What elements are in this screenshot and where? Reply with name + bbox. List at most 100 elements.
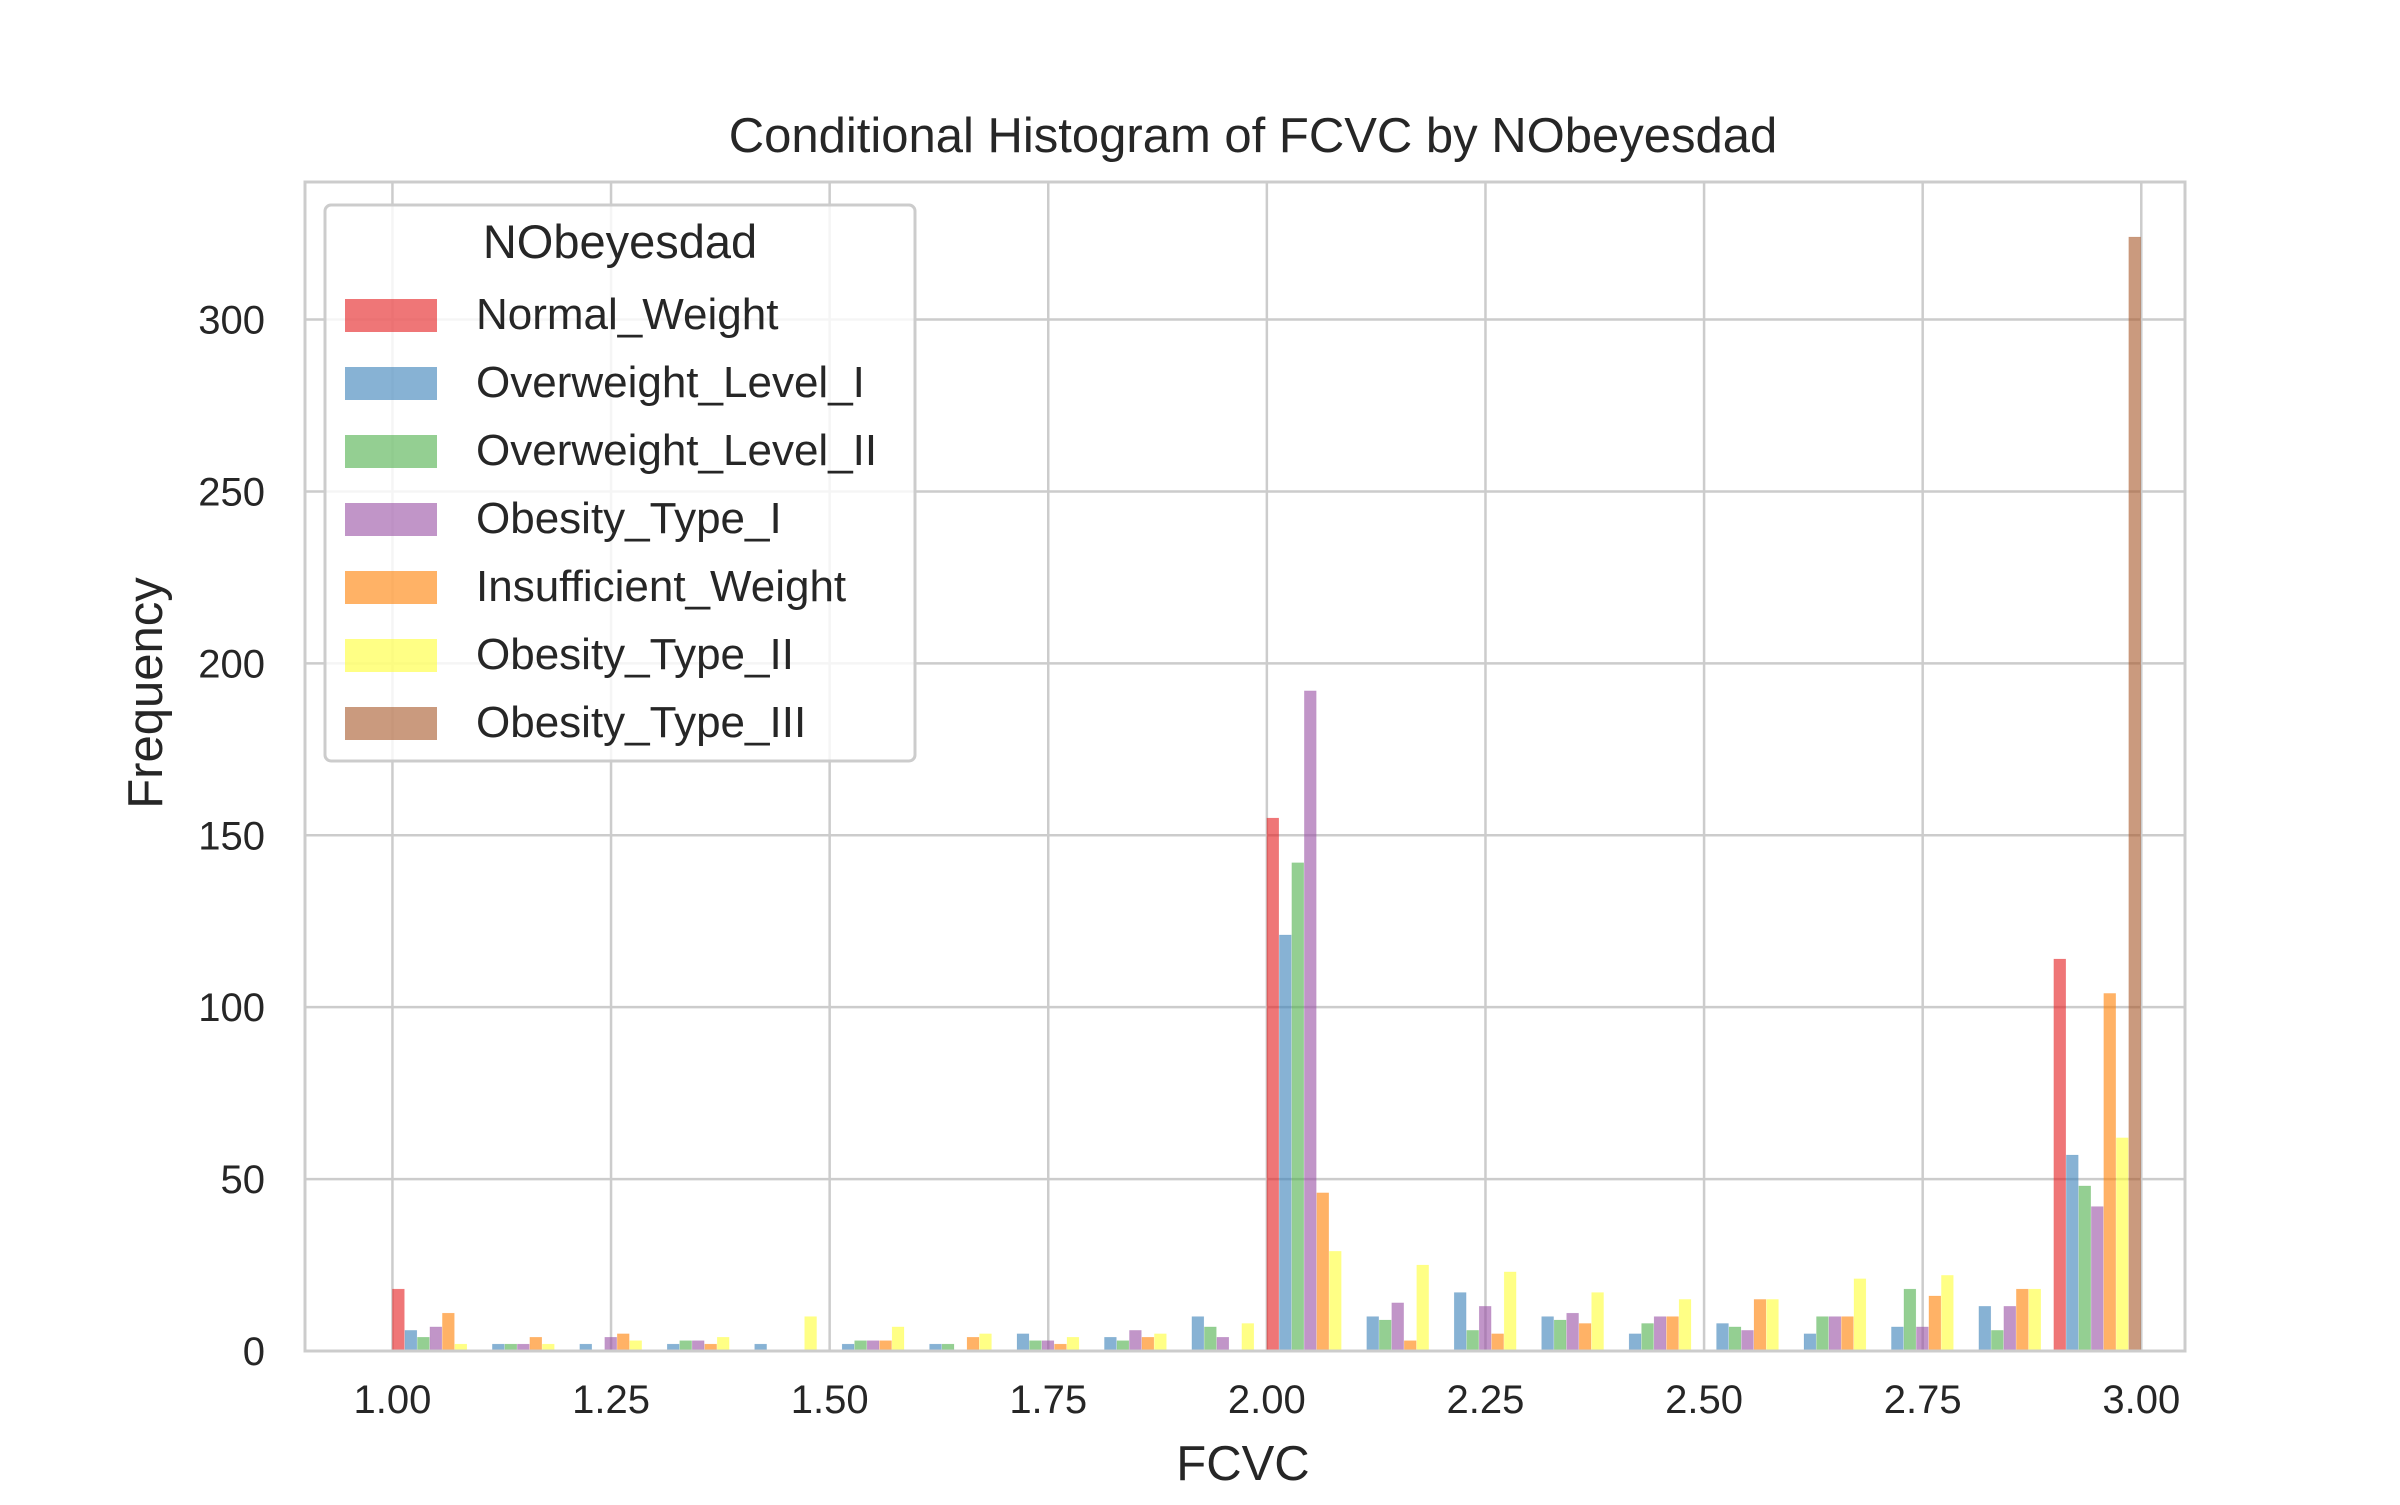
legend-box bbox=[323, 203, 917, 763]
bar-obesity-type-i bbox=[2003, 1306, 2017, 1352]
grid-lines bbox=[305, 182, 2185, 1353]
bar-obesity-type-ii bbox=[1066, 1336, 1080, 1352]
bar-obesity-type-i bbox=[1653, 1316, 1667, 1352]
legend-label: Normal_Weight bbox=[476, 290, 778, 339]
bar-overweight-level-ii bbox=[1029, 1340, 1042, 1352]
bar-normal-weight bbox=[1266, 817, 1280, 1352]
legend-label: Overweight_Level_II bbox=[476, 426, 877, 475]
x-tick-label: 2.50 bbox=[1665, 1378, 1743, 1422]
bar-overweight-level-ii bbox=[417, 1336, 430, 1352]
bar-obesity-type-ii bbox=[1329, 1251, 1342, 1352]
bar-insufficient-weight bbox=[617, 1333, 630, 1352]
y-tick-label: 150 bbox=[198, 814, 265, 858]
bar-overweight-level-i bbox=[404, 1330, 418, 1352]
x-tick-label: 1.50 bbox=[791, 1378, 869, 1422]
bar-overweight-level-i bbox=[1016, 1333, 1030, 1352]
legend-label: Obesity_Type_III bbox=[476, 698, 806, 747]
bar-overweight-level-i bbox=[1628, 1333, 1642, 1352]
bar-overweight-level-ii bbox=[1816, 1316, 1829, 1352]
bar-obesity-type-i bbox=[1391, 1302, 1404, 1352]
bar-obesity-type-ii bbox=[1154, 1333, 1167, 1352]
bar-insufficient-weight bbox=[1578, 1323, 1592, 1352]
bar-overweight-level-ii bbox=[1204, 1326, 1217, 1352]
x-tick-label: 3.00 bbox=[2102, 1378, 2180, 1422]
plot-frame bbox=[303, 180, 2187, 1353]
bar-obesity-type-i bbox=[691, 1340, 705, 1352]
bar-insufficient-weight bbox=[1141, 1336, 1155, 1352]
bar-overweight-level-i bbox=[1104, 1336, 1117, 1352]
legend: NObeyesdad Normal_Weight Overweight_Level… bbox=[323, 203, 917, 763]
bar-overweight-level-i bbox=[1978, 1306, 1992, 1352]
bar-normal-weight bbox=[392, 1288, 405, 1352]
bar-insufficient-weight bbox=[2016, 1288, 2029, 1352]
legend-swatch bbox=[345, 639, 437, 672]
legend-swatch bbox=[345, 435, 437, 468]
x-tick-label: 1.75 bbox=[1009, 1378, 1087, 1422]
bar-overweight-level-i bbox=[1541, 1316, 1554, 1352]
bar-obesity-type-ii bbox=[1416, 1264, 1429, 1352]
x-axis-label: FCVC bbox=[1176, 1437, 1309, 1491]
bar-obesity-type-i bbox=[1566, 1312, 1579, 1352]
legend-label: Insufficient_Weight bbox=[476, 562, 846, 611]
bar-overweight-level-i bbox=[1366, 1316, 1379, 1352]
legend-label: Obesity_Type_II bbox=[476, 630, 794, 679]
bars bbox=[392, 236, 2141, 1352]
bar-overweight-level-i bbox=[1891, 1326, 1904, 1352]
legend-label: Overweight_Level_I bbox=[476, 358, 865, 407]
bar-insufficient-weight bbox=[1316, 1192, 1329, 1352]
y-axis-label: Frequency bbox=[119, 577, 173, 809]
bar-overweight-level-ii bbox=[1291, 862, 1304, 1352]
bar-obesity-type-ii bbox=[1766, 1299, 1779, 1352]
y-tick-label: 200 bbox=[198, 642, 265, 686]
bar-insufficient-weight bbox=[1841, 1316, 1854, 1352]
bar-obesity-type-ii bbox=[891, 1326, 905, 1352]
x-tick-labels: 1.00 1.25 1.50 1.75 2.00 2.25 2.50 2.75 3.00 bbox=[354, 1378, 2181, 1422]
bar-overweight-level-i bbox=[1716, 1323, 1729, 1352]
chart-title: Conditional Histogram of FCVC by NObeyes… bbox=[729, 109, 1778, 163]
x-tick-label: 1.00 bbox=[354, 1378, 432, 1422]
bar-overweight-level-i bbox=[1279, 934, 1292, 1352]
bar-obesity-type-i bbox=[866, 1340, 880, 1352]
bar-overweight-level-ii bbox=[1728, 1326, 1742, 1352]
bar-insufficient-weight bbox=[1928, 1295, 1942, 1352]
bar-overweight-level-i bbox=[1453, 1292, 1467, 1352]
bar-insufficient-weight bbox=[879, 1340, 892, 1352]
bar-obesity-type-ii bbox=[1503, 1271, 1517, 1352]
legend-swatch bbox=[345, 367, 437, 400]
bar-overweight-level-ii bbox=[1379, 1319, 1392, 1352]
bar-overweight-level-i bbox=[1803, 1333, 1817, 1352]
bar-overweight-level-ii bbox=[1553, 1319, 1567, 1352]
x-tick-label: 2.75 bbox=[1884, 1378, 1962, 1422]
legend-label: Obesity_Type_I bbox=[476, 494, 782, 543]
bar-obesity-type-ii bbox=[979, 1333, 992, 1352]
bar-obesity-type-ii bbox=[804, 1316, 817, 1352]
bar-normal-weight bbox=[2053, 958, 2066, 1352]
bar-overweight-level-i bbox=[1191, 1316, 1205, 1352]
bar-obesity-type-i bbox=[604, 1336, 617, 1352]
bar-overweight-level-ii bbox=[1116, 1340, 1130, 1352]
y-tick-label: 0 bbox=[243, 1330, 265, 1374]
y-tick-label: 50 bbox=[221, 1158, 266, 1202]
bar-obesity-type-iii bbox=[2128, 236, 2141, 1352]
bar-insufficient-weight bbox=[1491, 1333, 1504, 1352]
bar-obesity-type-i bbox=[1304, 690, 1317, 1352]
bar-overweight-level-ii bbox=[1903, 1288, 1917, 1352]
bar-overweight-level-i bbox=[2066, 1154, 2079, 1352]
x-tick-label: 2.00 bbox=[1228, 1378, 1306, 1422]
bar-insufficient-weight bbox=[1404, 1340, 1417, 1352]
bar-obesity-type-ii bbox=[1241, 1323, 1255, 1352]
bar-overweight-level-ii bbox=[1991, 1330, 2004, 1352]
x-tick-label: 1.25 bbox=[572, 1378, 650, 1422]
bar-overweight-level-ii bbox=[854, 1340, 867, 1352]
bar-obesity-type-i bbox=[1828, 1316, 1842, 1352]
bar-obesity-type-i bbox=[429, 1326, 443, 1352]
bar-overweight-level-ii bbox=[1641, 1323, 1654, 1352]
bar-overweight-level-ii bbox=[2078, 1185, 2091, 1352]
bar-obesity-type-ii bbox=[2028, 1288, 2041, 1352]
legend-swatch bbox=[345, 503, 437, 536]
bar-obesity-type-i bbox=[1129, 1330, 1142, 1352]
bar-obesity-type-ii bbox=[1941, 1275, 1954, 1352]
bar-obesity-type-ii bbox=[716, 1336, 730, 1352]
